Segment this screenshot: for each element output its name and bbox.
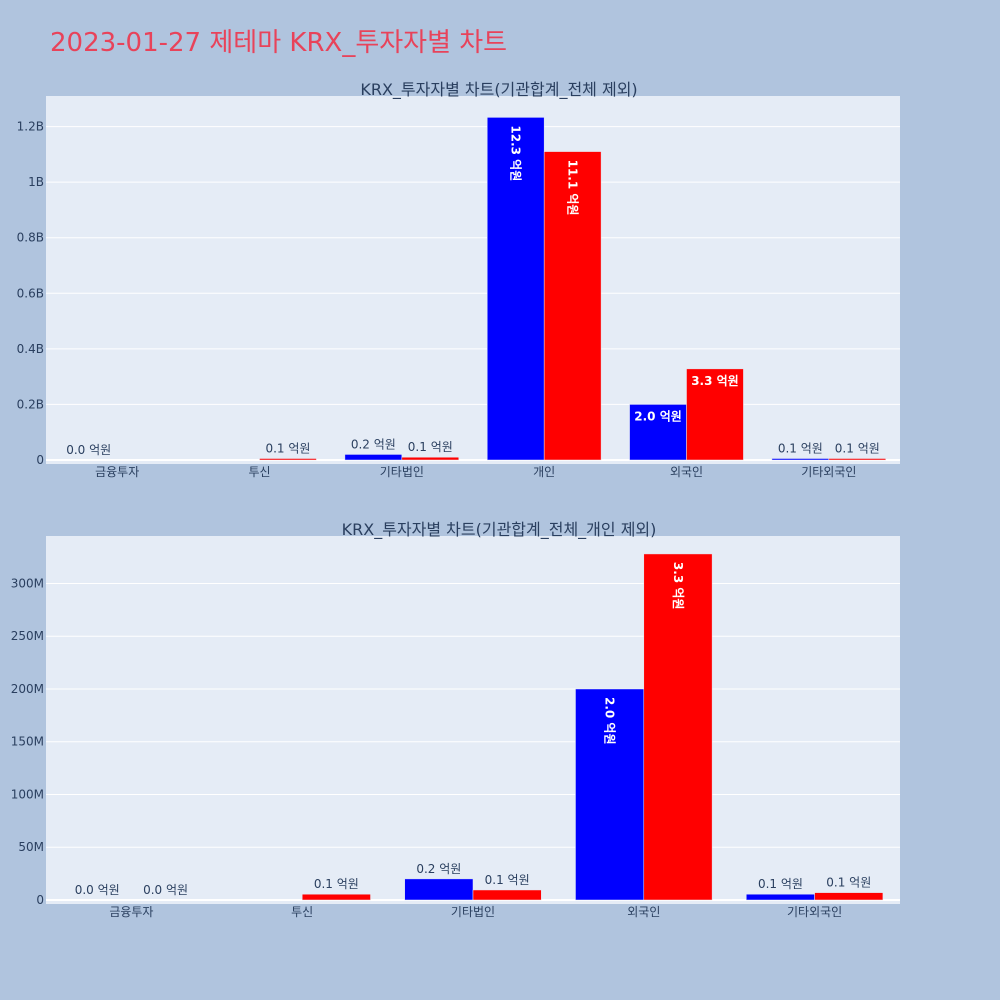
y-tick-label: 0.2B (17, 397, 44, 411)
chart-top: 0 0.2B 0.4B 0.6B 0.8B 1B 1.2B KRX_투자자별 차트(기관합계_… (17, 80, 900, 479)
x-tick-label: 투신 (248, 465, 270, 479)
page-title: 2023-01-27 제테마 KRX_투자자별 차트 (50, 28, 508, 58)
data-label: 0.1 억원 (485, 873, 530, 887)
data-label: 0.1 억원 (835, 442, 880, 456)
x-tick-label: 기타법인 (451, 905, 495, 919)
y-tick-label: 150M (11, 735, 44, 749)
bar (301, 893, 371, 901)
data-label: 2.0 억원 (634, 409, 682, 423)
x-tick-label: 투신 (291, 905, 313, 919)
x-tick-label: 기타외국인 (787, 905, 842, 919)
data-label: 0.1 억원 (826, 876, 871, 890)
data-label: 0.1 억원 (314, 877, 359, 891)
data-label: 0.2 억원 (351, 437, 396, 451)
bar (543, 151, 602, 461)
bar (401, 456, 460, 461)
data-label: 0.0 억원 (66, 443, 111, 457)
data-label: 0.1 억원 (778, 442, 823, 456)
data-label: 0.0 억원 (75, 883, 120, 897)
y-tick-label: 100M (11, 787, 44, 801)
x-tick-label: 금융투자 (95, 465, 139, 479)
y-tick-label: 300M (11, 576, 44, 590)
x-tick-label: 기타외국인 (801, 465, 856, 479)
data-label: 12.3 억원 (509, 125, 523, 181)
data-label: 0.1 억원 (408, 440, 453, 454)
y-tick-label: 0.4B (17, 342, 44, 356)
data-label: 3.3 억원 (671, 562, 685, 610)
y-tick-label: 1.2B (17, 120, 44, 134)
bar (404, 878, 474, 901)
y-tick-label: 0.8B (17, 231, 44, 245)
data-label: 3.3 억원 (691, 374, 739, 388)
y-tick-label: 250M (11, 629, 44, 643)
x-tick-label: 외국인 (627, 905, 660, 919)
bar (746, 893, 815, 901)
bar (259, 458, 317, 461)
bar (575, 688, 645, 901)
data-label: 11.1 억원 (566, 160, 580, 216)
bar (629, 404, 687, 461)
data-label: 2.0 억원 (603, 697, 617, 745)
bar (643, 553, 713, 901)
bar (771, 458, 830, 461)
plot-area (46, 536, 900, 904)
chart-title: KRX_투자자별 차트(기관합계_전체_개인 제외) (342, 520, 657, 540)
chart-title: KRX_투자자별 차트(기관합계_전체 제외) (360, 80, 637, 100)
y-tick-label: 0 (36, 893, 44, 907)
data-label: 0.1 억원 (758, 877, 803, 891)
bar (344, 454, 403, 461)
data-label: 0.1 억원 (265, 442, 310, 456)
y-tick-label: 50M (18, 840, 44, 854)
x-tick-label: 개인 (533, 465, 555, 479)
data-label: 0.0 억원 (143, 883, 188, 897)
bar (472, 889, 542, 901)
y-tick-label: 1B (28, 175, 44, 189)
bar (486, 117, 545, 461)
y-tick-label: 200M (11, 682, 44, 696)
x-tick-label: 금융투자 (109, 905, 153, 919)
bar (814, 892, 884, 901)
x-tick-label: 기타법인 (380, 465, 424, 479)
y-tick-label: 0.6B (17, 286, 44, 300)
plot-area (46, 96, 900, 464)
bar (686, 368, 744, 461)
x-tick-label: 외국인 (670, 465, 703, 479)
y-tick-label: 0 (36, 453, 44, 467)
bar (828, 458, 887, 461)
data-label: 0.2 억원 (416, 862, 461, 876)
